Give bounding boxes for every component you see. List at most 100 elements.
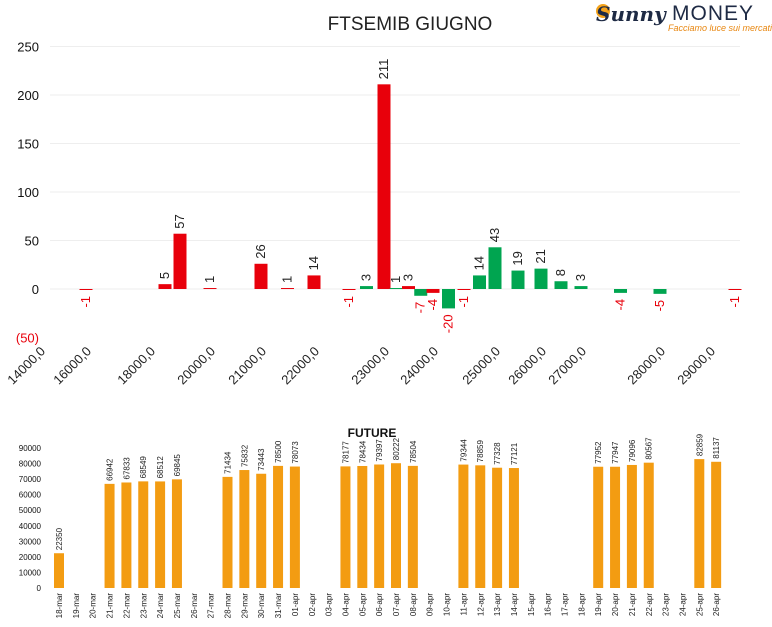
bar bbox=[342, 289, 356, 290]
future-volume-chart: FUTURE 90000 80000 70000 60000 50000 40000 300… bbox=[19, 426, 722, 619]
bar bbox=[104, 483, 115, 588]
y-tick-label: 250 bbox=[17, 40, 39, 55]
x-tick-label: 12-apr bbox=[476, 593, 485, 616]
chart-title: FTSEMIB GIUGNO bbox=[328, 14, 493, 35]
y-tick-label: 200 bbox=[17, 88, 39, 103]
data-label: 82859 bbox=[695, 433, 704, 456]
data-label: 78073 bbox=[291, 441, 300, 464]
x-tick-label: 22-apr bbox=[645, 593, 654, 616]
x-tick-label: 22000,0 bbox=[278, 344, 322, 388]
bar bbox=[377, 84, 391, 289]
x-tick-label: 26000,0 bbox=[505, 344, 549, 388]
data-label: 68549 bbox=[139, 456, 148, 479]
data-label: 79096 bbox=[628, 439, 637, 462]
y-tick-label: (50) bbox=[16, 331, 39, 346]
bar bbox=[254, 263, 268, 289]
data-label: -7 bbox=[413, 302, 428, 314]
data-label: 79344 bbox=[459, 439, 468, 462]
bar bbox=[554, 281, 568, 289]
y-tick-label: 0 bbox=[37, 584, 42, 593]
data-label: -1 bbox=[78, 296, 93, 308]
bar-series bbox=[54, 459, 722, 588]
bar bbox=[54, 553, 64, 588]
data-label: 211 bbox=[376, 59, 391, 80]
bar bbox=[473, 275, 486, 289]
bar bbox=[457, 289, 471, 290]
x-tick-label: 25-apr bbox=[695, 593, 704, 616]
data-label: 73443 bbox=[257, 448, 266, 471]
x-tick-label: 18000,0 bbox=[114, 344, 158, 388]
data-label: 8 bbox=[553, 269, 568, 276]
x-tick-label: 15-apr bbox=[527, 593, 536, 616]
x-tick-label: 21000,0 bbox=[225, 344, 269, 388]
x-tick-label: 29-mar bbox=[240, 593, 249, 619]
logo-brand-money: MONEY bbox=[672, 2, 755, 25]
x-tick-label: 28000,0 bbox=[624, 344, 668, 388]
data-label: 81137 bbox=[712, 437, 721, 459]
bar bbox=[728, 289, 742, 290]
bar bbox=[407, 465, 418, 588]
data-label: -4 bbox=[425, 299, 440, 311]
x-tick-label: 28-mar bbox=[224, 593, 233, 619]
data-label: 14 bbox=[306, 256, 321, 270]
bar bbox=[574, 286, 588, 289]
bar bbox=[508, 468, 519, 588]
x-tick-label: 23000,0 bbox=[348, 344, 392, 388]
bar bbox=[121, 482, 132, 588]
x-tick-label: 11-apr bbox=[459, 593, 468, 616]
x-tick-label: 14000,0 bbox=[4, 344, 48, 388]
y-axis-ticks: 90000 80000 70000 60000 50000 40000 30000 20000… bbox=[19, 444, 42, 593]
x-tick-label: 22-mar bbox=[122, 593, 131, 619]
x-tick-label: 02-apr bbox=[308, 593, 317, 616]
y-tick-label: 10000 bbox=[19, 568, 42, 577]
x-axis-ticks: 14000,0 16000,0 18000,0 20000,0 21000,0 22000… bbox=[4, 344, 718, 388]
x-tick-label: 27-mar bbox=[207, 593, 216, 619]
bar bbox=[173, 233, 187, 289]
data-label: 14 bbox=[472, 256, 487, 270]
x-tick-label: 06-apr bbox=[375, 593, 384, 616]
bar bbox=[458, 464, 469, 588]
data-label: 78177 bbox=[341, 441, 350, 464]
x-tick-label: 20000,0 bbox=[174, 344, 218, 388]
bar bbox=[374, 464, 385, 588]
data-labels: 22350 66942 67833 68549 68512 69845 71434 75832… bbox=[55, 433, 721, 550]
x-tick-label: 20-apr bbox=[611, 593, 620, 616]
data-label: 19 bbox=[510, 251, 525, 265]
data-label: 69845 bbox=[173, 454, 182, 477]
bar bbox=[534, 268, 548, 289]
x-tick-label: 25-mar bbox=[173, 593, 182, 619]
data-label: 80567 bbox=[645, 437, 654, 460]
y-tick-label: 0 bbox=[32, 282, 39, 297]
x-tick-label: 20-mar bbox=[89, 593, 98, 619]
x-axis-ticks: 18-mar 19-mar 20-mar 21-mar 22-mar 23-mar 24-m… bbox=[55, 593, 721, 619]
bar bbox=[643, 462, 654, 588]
bar bbox=[203, 288, 217, 290]
grid-lines bbox=[50, 46, 740, 290]
bar bbox=[414, 289, 428, 296]
data-label: 1 bbox=[280, 276, 295, 283]
x-tick-label: 05-apr bbox=[358, 593, 367, 616]
bar bbox=[239, 470, 250, 588]
y-tick-label: 20000 bbox=[19, 553, 42, 562]
x-tick-label: 08-apr bbox=[409, 593, 418, 616]
x-tick-label: 27000,0 bbox=[545, 344, 589, 388]
bar bbox=[626, 464, 637, 588]
y-tick-label: 90000 bbox=[19, 444, 42, 453]
logo-brand-sunny: Sunny bbox=[596, 2, 666, 26]
data-label: 77121 bbox=[510, 442, 519, 465]
data-label: 21 bbox=[533, 249, 548, 263]
x-tick-label: 26-mar bbox=[190, 593, 199, 619]
data-label: 78504 bbox=[409, 440, 418, 463]
y-tick-label: 40000 bbox=[19, 522, 42, 531]
x-tick-label: 04-apr bbox=[341, 593, 350, 616]
x-tick-label: 16000,0 bbox=[50, 344, 94, 388]
x-tick-label: 21-mar bbox=[106, 593, 115, 619]
y-tick-label: 50 bbox=[25, 234, 39, 249]
bar bbox=[653, 289, 667, 294]
data-label: 66942 bbox=[106, 458, 115, 481]
y-tick-label: 30000 bbox=[19, 537, 42, 546]
data-label: 26 bbox=[253, 244, 268, 258]
bar bbox=[511, 270, 525, 289]
x-tick-label: 18-apr bbox=[577, 593, 586, 616]
